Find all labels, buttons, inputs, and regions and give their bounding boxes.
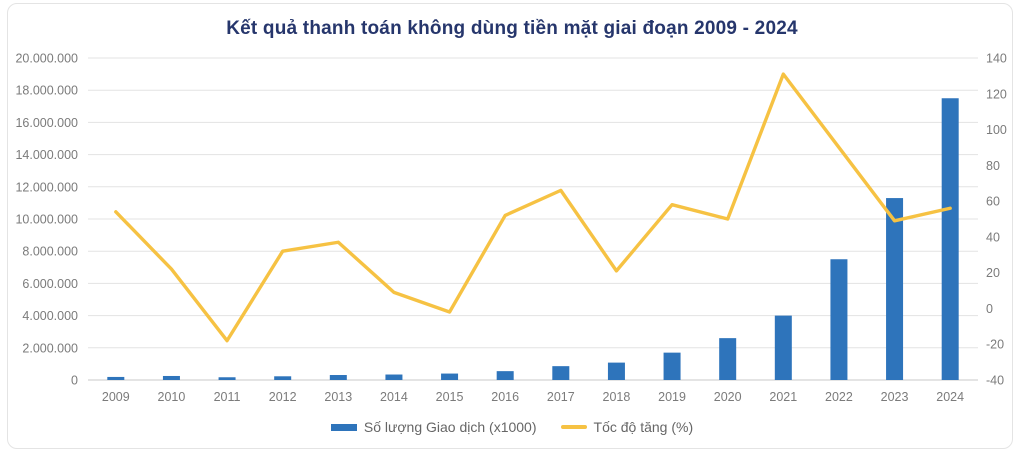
x-tick-label: 2023 [881, 390, 909, 404]
legend-item-transactions: Số lượng Giao dịch (x1000) [330, 419, 537, 435]
bar-2012 [274, 376, 292, 380]
x-tick-label: 2019 [658, 390, 686, 404]
x-tick-label: 2017 [547, 390, 575, 404]
growth-line [114, 72, 952, 343]
y-right-tick-label: -40 [986, 374, 1004, 388]
bar-2024 [941, 98, 959, 380]
bar-2018 [607, 362, 625, 380]
bar-2010 [162, 375, 180, 380]
y-left-tick-label: 6.000.000 [22, 277, 78, 291]
x-tick-label: 2024 [936, 390, 964, 404]
x-tick-label: 2010 [158, 390, 186, 404]
y-right-tick-label: 140 [986, 52, 1007, 66]
bar-2022 [830, 259, 848, 380]
y-left-tick-label: 18.000.000 [15, 84, 78, 98]
x-tick-label: 2011 [214, 390, 241, 404]
bar-2020 [719, 338, 737, 380]
chart-plot-area: 0 2.000.000 4.000.000 6.000.000 8.000.000 10.… [15, 52, 1007, 405]
y-right-tick-label: 60 [986, 195, 1000, 209]
y-left-tick-label: 16.000.000 [15, 116, 78, 130]
legend-line-swatch [560, 425, 587, 429]
x-tick-label: 2018 [603, 390, 631, 404]
bar-2009 [107, 376, 125, 380]
x-tick-label: 2022 [825, 390, 853, 404]
legend-item-growth: Tốc độ tăng (%) [560, 419, 694, 435]
bar-2011 [218, 377, 236, 380]
y-right-tick-label: 40 [986, 230, 1000, 244]
x-tick-label: 2012 [269, 390, 297, 404]
bar-2017 [552, 366, 570, 380]
chart-title: Kết quả thanh toán không dùng tiền mặt g… [226, 18, 798, 39]
y-left-tick-label: 8.000.000 [22, 245, 78, 259]
y-right-tick-label: 0 [986, 302, 993, 316]
bar-2015 [441, 373, 459, 380]
legend-bar-label: Số lượng Giao dịch (x1000) [363, 419, 537, 435]
y-right-tick-label: 20 [986, 266, 1000, 280]
legend-bar-swatch [330, 423, 357, 431]
y-left-tick-label: 0 [71, 374, 78, 388]
y-right-tick-label: 100 [986, 123, 1007, 137]
legend: Số lượng Giao dịch (x1000) Tốc độ tăng (… [0, 419, 1024, 435]
x-tick-label: 2014 [380, 390, 408, 404]
bar-2021 [774, 315, 792, 380]
bar-2014 [385, 374, 403, 380]
bar-2023 [886, 198, 904, 380]
x-tick-label: 2015 [436, 390, 464, 404]
y-left-tick-label: 2.000.000 [22, 341, 78, 355]
y-left-tick-label: 14.000.000 [15, 148, 78, 162]
bar-2016 [496, 371, 514, 380]
y-right-tick-label: 120 [986, 87, 1007, 101]
bar-2019 [663, 352, 681, 380]
y-left-tick-label: 4.000.000 [22, 309, 78, 323]
x-tick-label: 2016 [491, 390, 519, 404]
legend-line-label: Tốc độ tăng (%) [593, 419, 694, 435]
x-tick-label: 2020 [714, 390, 742, 404]
y-right-tick-label: -20 [986, 338, 1004, 352]
x-tick-label: 2021 [769, 390, 797, 404]
bar-2013 [329, 375, 347, 380]
y-left-tick-label: 20.000.000 [15, 52, 78, 66]
x-tick-label: 2009 [102, 390, 130, 404]
y-left-tick-label: 10.000.000 [15, 213, 78, 227]
y-left-tick-label: 12.000.000 [15, 180, 78, 194]
y-right-tick-label: 80 [986, 159, 1000, 173]
x-tick-label: 2013 [324, 390, 352, 404]
